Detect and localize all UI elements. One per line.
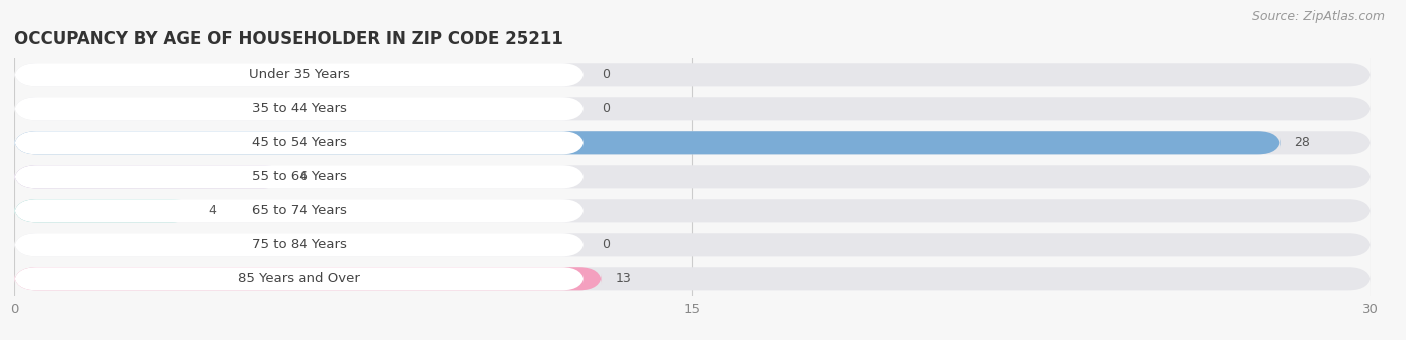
- Text: 0: 0: [602, 238, 610, 251]
- Text: Under 35 Years: Under 35 Years: [249, 68, 350, 81]
- FancyBboxPatch shape: [14, 233, 1371, 256]
- FancyBboxPatch shape: [14, 131, 1371, 154]
- Text: 75 to 84 Years: 75 to 84 Years: [252, 238, 346, 251]
- Text: 13: 13: [616, 272, 631, 285]
- FancyBboxPatch shape: [14, 97, 1371, 120]
- Text: 35 to 44 Years: 35 to 44 Years: [252, 102, 346, 115]
- FancyBboxPatch shape: [14, 199, 195, 222]
- Text: 28: 28: [1294, 136, 1310, 149]
- Text: 0: 0: [602, 68, 610, 81]
- FancyBboxPatch shape: [14, 97, 583, 120]
- FancyBboxPatch shape: [14, 199, 1371, 222]
- FancyBboxPatch shape: [14, 131, 583, 154]
- Text: 55 to 64 Years: 55 to 64 Years: [252, 170, 346, 183]
- FancyBboxPatch shape: [14, 165, 285, 188]
- Text: 4: 4: [208, 204, 217, 217]
- FancyBboxPatch shape: [14, 165, 583, 188]
- FancyBboxPatch shape: [14, 267, 602, 290]
- Text: 85 Years and Over: 85 Years and Over: [238, 272, 360, 285]
- FancyBboxPatch shape: [14, 165, 1371, 188]
- FancyBboxPatch shape: [14, 267, 583, 290]
- FancyBboxPatch shape: [14, 199, 583, 222]
- FancyBboxPatch shape: [14, 233, 583, 256]
- Text: 45 to 54 Years: 45 to 54 Years: [252, 136, 346, 149]
- Text: 6: 6: [299, 170, 307, 183]
- FancyBboxPatch shape: [14, 131, 1281, 154]
- FancyBboxPatch shape: [14, 63, 583, 86]
- FancyBboxPatch shape: [14, 267, 1371, 290]
- Text: 65 to 74 Years: 65 to 74 Years: [252, 204, 346, 217]
- FancyBboxPatch shape: [14, 63, 1371, 86]
- Text: Source: ZipAtlas.com: Source: ZipAtlas.com: [1251, 10, 1385, 23]
- Text: 0: 0: [602, 102, 610, 115]
- Text: OCCUPANCY BY AGE OF HOUSEHOLDER IN ZIP CODE 25211: OCCUPANCY BY AGE OF HOUSEHOLDER IN ZIP C…: [14, 30, 562, 48]
